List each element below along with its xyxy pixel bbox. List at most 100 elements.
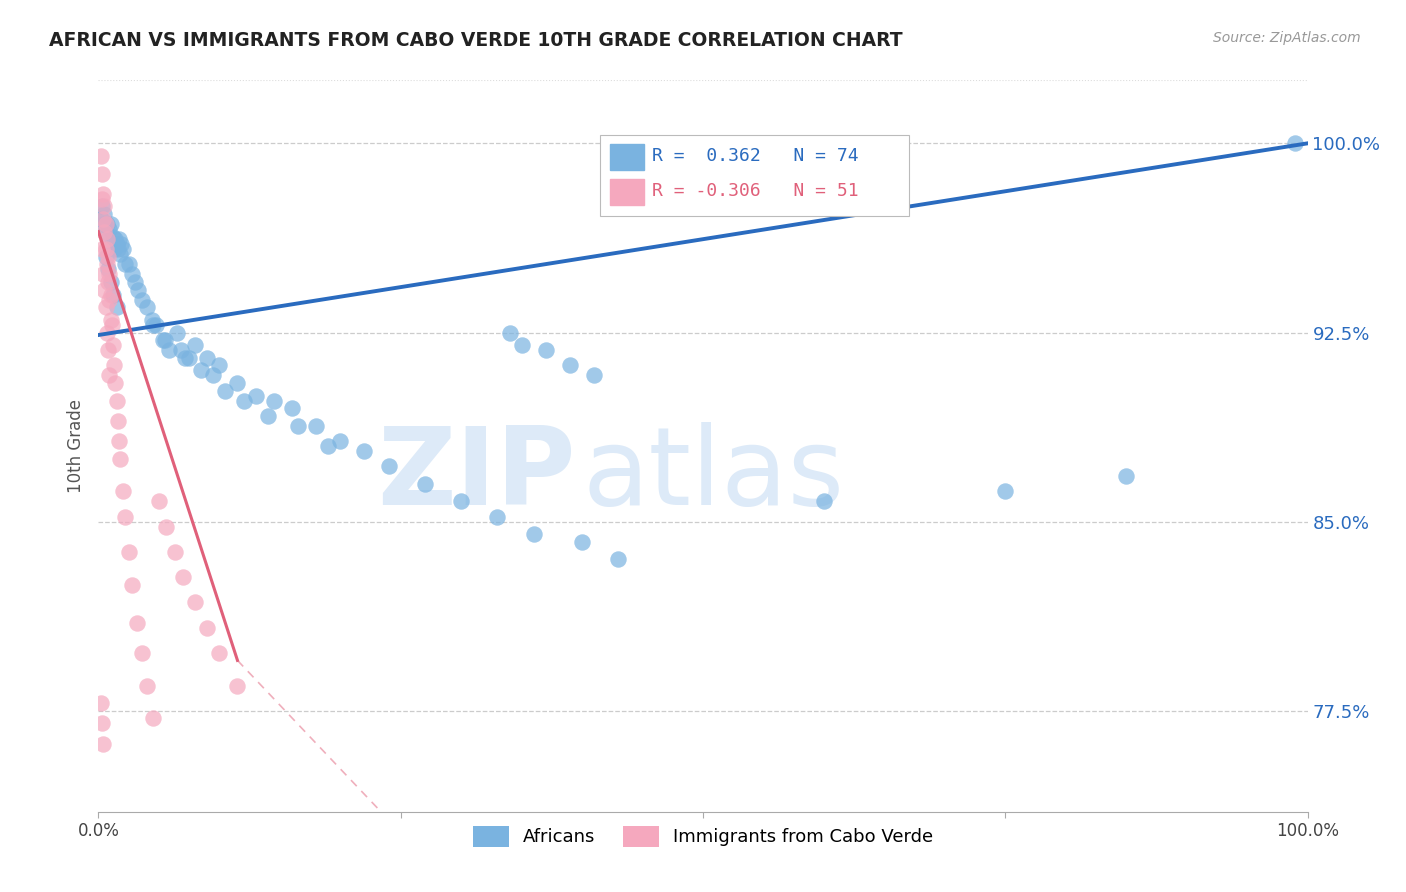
Point <box>195 621 218 635</box>
Point <box>523 527 546 541</box>
Point <box>97 275 120 289</box>
Point <box>142 318 165 332</box>
Point <box>202 368 225 383</box>
Text: R =  0.362   N = 74: R = 0.362 N = 74 <box>652 147 859 165</box>
Point <box>153 333 176 347</box>
Point <box>91 212 114 227</box>
Point <box>994 484 1017 499</box>
Point <box>91 716 114 731</box>
Point <box>96 232 118 246</box>
Point <box>107 414 129 428</box>
Point <box>94 250 117 264</box>
Point <box>232 393 254 408</box>
Point <box>98 368 121 383</box>
Point <box>195 351 218 365</box>
Point <box>114 257 136 271</box>
Point <box>93 207 115 221</box>
Bar <box>610 144 644 170</box>
Point <box>107 242 129 256</box>
Point <box>91 217 114 231</box>
Point <box>190 363 212 377</box>
Point <box>155 519 177 533</box>
Point <box>108 451 131 466</box>
Point <box>413 476 436 491</box>
Point <box>100 275 122 289</box>
Point <box>145 318 167 332</box>
Point <box>142 711 165 725</box>
Point <box>127 615 149 630</box>
Point <box>172 570 194 584</box>
Point <box>353 444 375 458</box>
Point <box>97 343 120 358</box>
Point <box>163 545 186 559</box>
Point <box>91 167 114 181</box>
Point <box>157 343 180 358</box>
Bar <box>610 179 644 205</box>
Point <box>498 326 520 340</box>
Point <box>316 439 339 453</box>
Point <box>98 268 121 282</box>
Point <box>103 359 125 373</box>
Point <box>91 186 114 201</box>
Point <box>169 343 191 358</box>
Point <box>148 494 170 508</box>
Point <box>305 418 328 433</box>
Point <box>96 217 118 231</box>
Point <box>93 283 115 297</box>
Point <box>94 300 117 314</box>
Y-axis label: 10th Grade: 10th Grade <box>66 399 84 493</box>
Point <box>510 338 533 352</box>
Point <box>98 222 121 236</box>
Text: Source: ZipAtlas.com: Source: ZipAtlas.com <box>1213 31 1361 45</box>
Point <box>104 232 127 246</box>
Point <box>114 509 136 524</box>
Point <box>96 326 118 340</box>
FancyBboxPatch shape <box>600 136 908 216</box>
Point <box>108 232 131 246</box>
Point <box>256 409 278 423</box>
Text: atlas: atlas <box>582 422 844 528</box>
Point <box>226 376 249 390</box>
Point <box>127 283 149 297</box>
Point <box>131 293 153 307</box>
Point <box>100 217 122 231</box>
Point <box>105 300 128 314</box>
Point <box>1284 136 1306 151</box>
Point <box>281 401 304 416</box>
Point <box>97 232 120 246</box>
Point <box>91 242 114 256</box>
Point <box>287 418 309 433</box>
Point <box>607 552 630 566</box>
Point <box>108 434 131 448</box>
Point <box>110 237 132 252</box>
Text: R = -0.306   N = 51: R = -0.306 N = 51 <box>652 183 859 201</box>
Point <box>90 696 112 710</box>
Point <box>166 326 188 340</box>
Point <box>208 359 231 373</box>
Point <box>1115 469 1137 483</box>
Point <box>184 595 207 609</box>
Point <box>131 646 153 660</box>
Point <box>91 192 114 206</box>
Point <box>571 534 593 549</box>
Point <box>94 242 117 256</box>
Point <box>93 225 115 239</box>
Point <box>118 545 141 559</box>
Point <box>329 434 352 448</box>
Point <box>135 300 157 314</box>
Point <box>450 494 472 508</box>
Point <box>377 459 399 474</box>
Point <box>121 268 143 282</box>
Text: ZIP: ZIP <box>378 422 576 528</box>
Point <box>90 149 112 163</box>
Point <box>111 242 134 256</box>
Point <box>103 242 125 256</box>
Point <box>94 225 117 239</box>
Point <box>534 343 557 358</box>
Point <box>226 679 249 693</box>
Point <box>101 338 124 352</box>
Point <box>101 229 124 244</box>
Point <box>118 257 141 271</box>
Point <box>121 578 143 592</box>
Point <box>135 679 157 693</box>
